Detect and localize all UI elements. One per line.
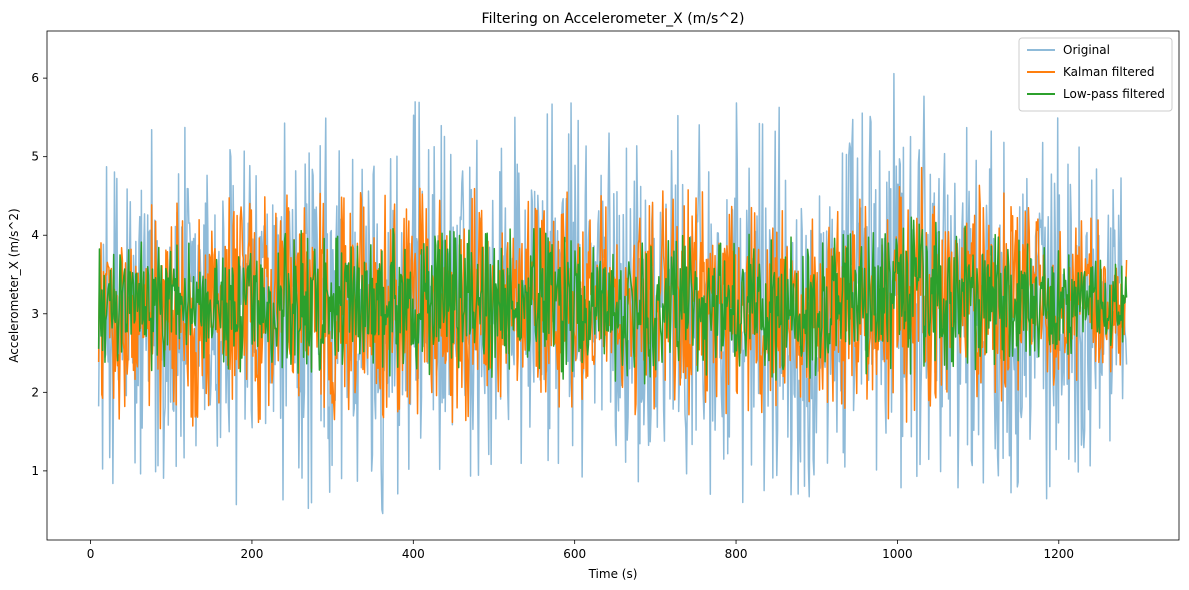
x-tick-label: 1200 (1044, 547, 1075, 561)
y-tick-label: 5 (31, 150, 39, 164)
x-tick-label: 1000 (882, 547, 913, 561)
y-tick-label: 6 (31, 71, 39, 85)
x-tick-label: 800 (725, 547, 748, 561)
legend-label: Kalman filtered (1063, 65, 1154, 79)
x-axis: 0 200 400 600 800 1000 1200 (87, 540, 1074, 561)
legend-label: Original (1063, 43, 1110, 57)
chart-title: Filtering on Accelerometer_X (m/s^2) (482, 11, 745, 27)
series-line-low-pass-filtered (97, 216, 1128, 385)
x-tick-label: 0 (87, 547, 95, 561)
x-axis-title: Time (s) (588, 567, 638, 581)
legend: Original Kalman filtered Low-pass filtered (1018, 37, 1173, 112)
y-axis-title: Accelerometer_X (m/s^2) (7, 208, 21, 362)
x-tick-label: 600 (563, 547, 586, 561)
y-tick-label: 1 (31, 464, 39, 478)
y-axis: 1 2 3 4 5 6 (31, 71, 47, 478)
legend-label: Low-pass filtered (1063, 87, 1165, 101)
legend-box (1018, 37, 1173, 112)
x-tick-label: 400 (402, 547, 425, 561)
plot-area-frame (46, 30, 1180, 541)
y-tick-label: 2 (31, 385, 39, 399)
y-tick-label: 4 (31, 228, 39, 242)
y-tick-label: 3 (31, 307, 39, 321)
series-layer (97, 72, 1128, 515)
x-tick-label: 200 (240, 547, 263, 561)
